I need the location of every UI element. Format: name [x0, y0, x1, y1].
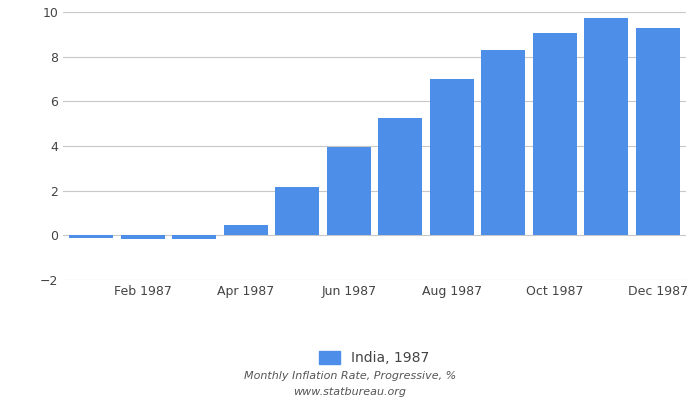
Legend: India, 1987: India, 1987 [314, 346, 435, 371]
Bar [327, 147, 370, 235]
Bar [275, 187, 319, 235]
Bar [430, 79, 474, 235]
Bar [584, 18, 628, 235]
Text: Monthly Inflation Rate, Progressive, %: Monthly Inflation Rate, Progressive, % [244, 371, 456, 381]
Bar [379, 118, 422, 235]
Bar [533, 33, 577, 235]
Bar [172, 235, 216, 239]
Bar [224, 225, 267, 235]
Text: www.statbureau.org: www.statbureau.org [293, 387, 407, 397]
Bar [121, 235, 164, 239]
Bar [636, 28, 680, 235]
Bar [69, 235, 113, 238]
Bar [482, 50, 525, 235]
